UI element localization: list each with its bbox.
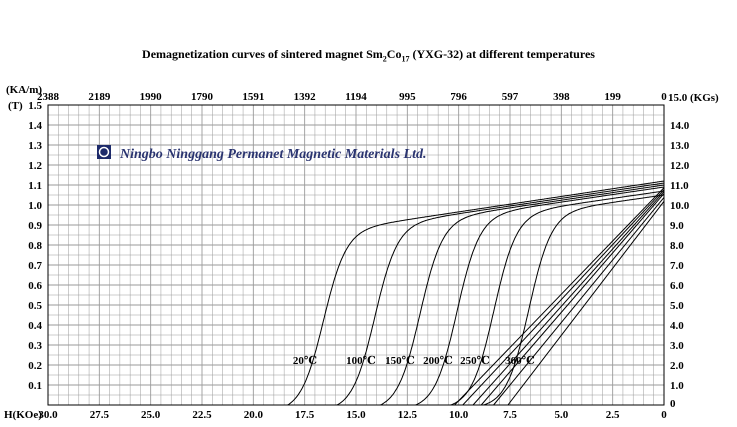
y-tick-label: 1.0 [28, 200, 42, 212]
x-top-tick-label: 398 [553, 91, 570, 103]
y-right-tick-label: 12.0 [670, 160, 690, 172]
series-label: 300℃ [505, 355, 535, 367]
y-right-tick-label: 13.0 [670, 140, 690, 152]
y-tick-label: 0.3 [28, 340, 42, 352]
y-tick-label: 0.4 [28, 320, 42, 332]
plot-frame [47, 104, 665, 406]
x-tick-label: 27.5 [90, 409, 110, 421]
curve-intrinsic [415, 186, 665, 406]
x-top-tick-label: 1591 [242, 91, 264, 103]
y-tick-label: 0.7 [28, 260, 42, 272]
curve-intrinsic [450, 190, 665, 406]
curve-normal [472, 191, 665, 406]
y-tick-label: 0.2 [28, 360, 42, 372]
x-tick-label: 2.5 [606, 409, 620, 421]
x-axis-label: H(KOe) [4, 409, 42, 421]
curve-normal [480, 193, 665, 406]
curve-normal [462, 189, 665, 406]
y-right-tick-label: 10.0 [670, 200, 690, 212]
y-right-tick-label: 2.0 [670, 360, 684, 372]
chart-title: Demagnetization curves of sintered magne… [142, 47, 595, 64]
y-right-tick-label: 1.0 [670, 380, 684, 392]
series-label: 250℃ [460, 355, 490, 367]
y-right-tick-label: 4.0 [670, 320, 684, 332]
curve-normal [507, 200, 665, 406]
y-right-tick-label: 9.0 [670, 220, 684, 232]
x-tick-label: 25.0 [141, 409, 161, 421]
x-tick-label: 22.5 [192, 409, 212, 421]
x-tick-label: 5.0 [554, 409, 568, 421]
x-top-axis-label: (KA/m) [6, 84, 42, 96]
x-tick-label: 30.0 [38, 409, 58, 421]
y-right-axis-label: 15.0 (KGs) [668, 92, 719, 104]
curve-intrinsic [483, 194, 665, 406]
y-right-tick-label: 0 [670, 398, 676, 410]
y-tick-label: 1.2 [28, 160, 42, 172]
y-tick-label: 1.5 [28, 100, 42, 112]
x-top-tick-label: 2388 [37, 91, 60, 103]
x-tick-label: 10.0 [449, 409, 469, 421]
x-top-tick-label: 0 [661, 91, 667, 103]
y-right-tick-label: 5.0 [670, 300, 684, 312]
watermark-text: Ningbo Ninggang Permanet Magnetic Materi… [119, 147, 426, 162]
y-tick-label: 1.4 [28, 120, 42, 132]
y-tick-label: 0.1 [28, 380, 42, 392]
curve-intrinsic [287, 180, 665, 406]
curve-normal [493, 197, 665, 406]
x-tick-label: 15.0 [346, 409, 366, 421]
series-label: 150℃ [385, 355, 415, 367]
curve-normal [454, 187, 665, 406]
y-tick-label: 1.3 [28, 140, 42, 152]
chart-labels: 30.0 27.5 25.0 22.5 20.0 17.5 15.0 12.5 10.0 7.5 5… [4, 84, 719, 421]
x-top-tick-label: 597 [502, 91, 519, 103]
x-top-tick-label: 1790 [191, 91, 214, 103]
logo-ring [98, 146, 110, 158]
chart-marks [287, 180, 665, 406]
x-top-tick-label: 199 [604, 91, 621, 103]
curve-intrinsic [336, 182, 665, 406]
x-tick-label: 0 [661, 409, 667, 421]
y-right-tick-label: 8.0 [670, 240, 684, 252]
series-label: 20℃ [293, 355, 317, 367]
x-tick-label: 20.0 [244, 409, 264, 421]
x-top-tick-label: 796 [450, 91, 467, 103]
y-tick-label: 0.6 [28, 280, 42, 292]
y-right-tick-label: 3.0 [670, 340, 684, 352]
x-top-tick-label: 1194 [345, 91, 367, 103]
y-tick-label: 1.1 [28, 180, 42, 192]
x-tick-label: 12.5 [398, 409, 418, 421]
x-tick-label: 7.5 [503, 409, 517, 421]
y-tick-label: 0.5 [28, 300, 42, 312]
y-axis-label: (T) [8, 100, 23, 112]
y-right-tick-label: 11.0 [670, 180, 689, 192]
curve-intrinsic [379, 184, 665, 406]
x-top-tick-label: 1392 [294, 91, 317, 103]
y-tick-label: 0.9 [28, 220, 42, 232]
series-label: 200℃ [423, 355, 453, 367]
y-right-tick-label: 6.0 [670, 280, 684, 292]
x-top-tick-label: 1990 [140, 91, 163, 103]
x-top-tick-label: 995 [399, 91, 416, 103]
x-tick-label: 17.5 [295, 409, 315, 421]
y-right-tick-label: 7.0 [670, 260, 684, 272]
y-tick-label: 0.8 [28, 240, 42, 252]
x-top-tick-label: 2189 [88, 91, 111, 103]
y-right-tick-label: 14.0 [670, 120, 690, 132]
series-label: 100℃ [346, 355, 376, 367]
